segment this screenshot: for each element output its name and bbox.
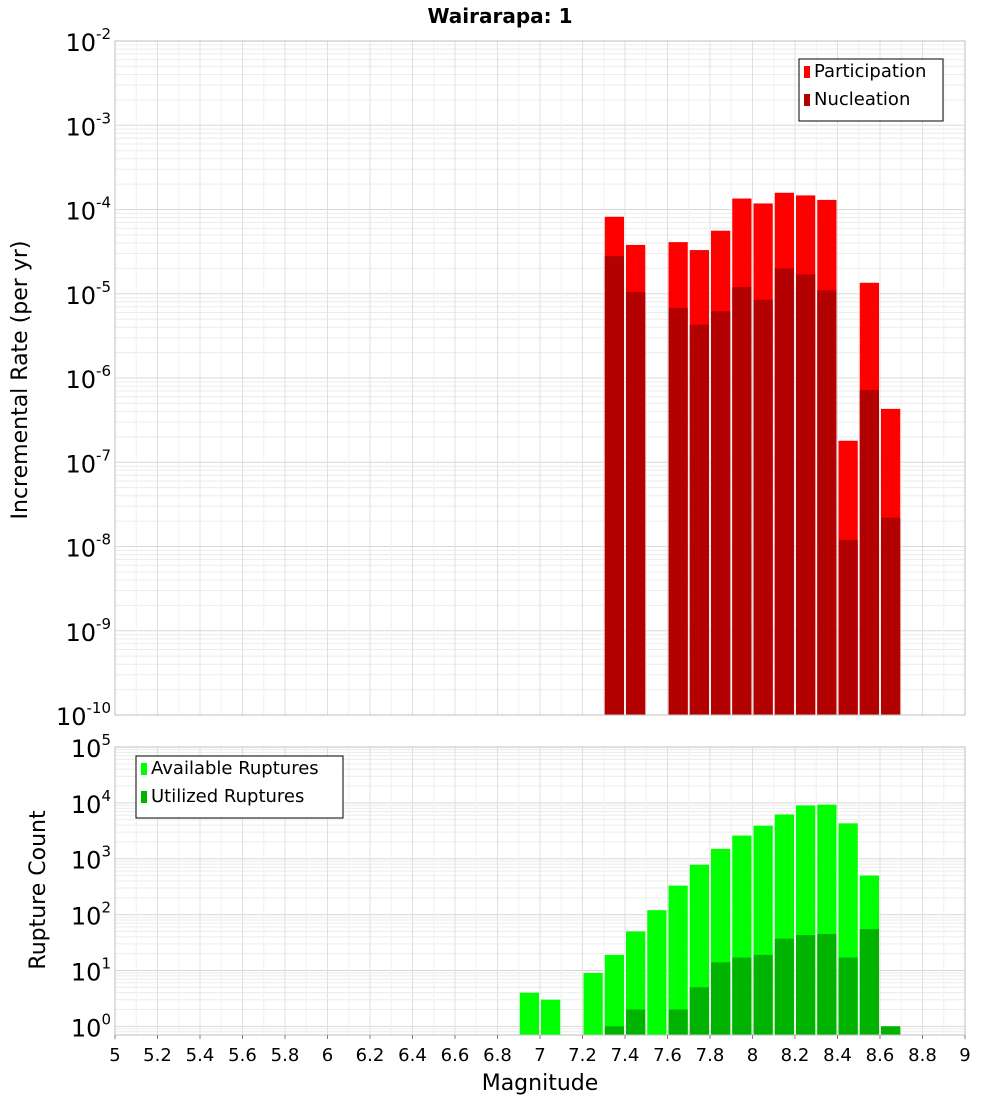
- legend-swatch: [141, 791, 147, 803]
- bar-secondary: [626, 1009, 646, 1035]
- legend-swatch: [141, 763, 147, 775]
- y-tick-label: 10-8: [65, 531, 111, 563]
- x-tick-label: 7.2: [568, 1045, 597, 1066]
- x-tick-label: 8: [747, 1045, 758, 1066]
- x-tick-label: 7: [534, 1045, 545, 1066]
- x-tick-label: 6.2: [356, 1045, 385, 1066]
- x-tick-label: 6.4: [398, 1045, 427, 1066]
- rupture-count-panel: 100 101 102 103 104 105 5 5.2 5.4 5.6 5.8 6 6.2 6.4 6.…: [71, 731, 971, 1066]
- bar-secondary: [817, 933, 837, 1035]
- x-tick-label: 6: [322, 1045, 333, 1066]
- y-tick-label: 10-7: [65, 446, 111, 478]
- bar-secondary: [668, 307, 688, 715]
- bars: [604, 192, 901, 716]
- y-tick-label: 101: [71, 954, 111, 986]
- plot-frame: [114, 40, 966, 716]
- y-tick-label: 10-4: [65, 194, 111, 226]
- bar-secondary: [859, 390, 879, 715]
- y-tick-label: 10-6: [65, 362, 111, 394]
- bar-secondary: [838, 539, 858, 715]
- y-tick-label: 10-10: [56, 699, 111, 731]
- legend: Participation Nucleation: [798, 58, 944, 122]
- bar-secondary: [689, 324, 709, 715]
- bar-secondary: [796, 935, 816, 1035]
- bar-primary: [647, 910, 667, 1035]
- bar-secondary: [774, 268, 794, 715]
- bar-secondary: [711, 962, 731, 1035]
- x-tick-label: 8.2: [781, 1045, 810, 1066]
- chart-title: Wairarapa: 1: [427, 4, 572, 28]
- y-tick-labels: 100 101 102 103 104 105: [71, 731, 111, 1042]
- x-tick-label: 7.8: [696, 1045, 725, 1066]
- bar-secondary: [838, 957, 858, 1035]
- bar-secondary: [859, 929, 879, 1035]
- y-tick-label: 10-5: [65, 278, 111, 310]
- bar-secondary: [689, 987, 709, 1035]
- x-axis-label: Magnitude: [482, 1071, 599, 1096]
- x-tick-label: 5.6: [228, 1045, 257, 1066]
- legend-box: [798, 58, 944, 122]
- x-tick-label: 6.8: [483, 1045, 512, 1066]
- y-tick-label: 103: [71, 843, 111, 875]
- x-tick-label: 9: [959, 1045, 970, 1066]
- bar-primary: [541, 999, 561, 1035]
- bar-secondary: [604, 1026, 624, 1035]
- legend-label: Available Ruptures: [151, 758, 319, 779]
- x-tick-label: 8.8: [908, 1045, 937, 1066]
- y-tick-label: 104: [71, 787, 111, 819]
- bottom-y-axis-label: Rupture Count: [26, 810, 51, 970]
- bar-secondary: [753, 954, 773, 1035]
- bar-secondary: [732, 287, 752, 715]
- top-y-axis-label: Incremental Rate (per yr): [8, 241, 33, 520]
- bar-primary: [626, 931, 646, 1035]
- rate-panel: 10-10 10-9 10-8 10-7 10-6 10-5 10-4 10-3 10-2 Par…: [56, 25, 966, 731]
- y-tick-label: 102: [71, 899, 111, 931]
- bar-secondary: [732, 957, 752, 1035]
- bar-primary: [583, 973, 603, 1035]
- bar-secondary: [626, 291, 646, 715]
- legend-label: Nucleation: [814, 89, 910, 110]
- x-tick-label: 8.4: [823, 1045, 852, 1066]
- bar-primary: [668, 885, 688, 1035]
- x-tick-label: 8.6: [866, 1045, 895, 1066]
- bar-secondary: [881, 517, 901, 715]
- y-tick-labels: 10-10 10-9 10-8 10-7 10-6 10-5 10-4 10-3 10-2: [56, 25, 111, 731]
- y-tick-label: 100: [71, 1010, 111, 1042]
- y-tick-label: 105: [71, 731, 111, 763]
- bar-secondary: [753, 299, 773, 715]
- legend-box: [135, 755, 344, 819]
- bar-secondary: [604, 256, 624, 715]
- x-tick-label: 5: [109, 1045, 120, 1066]
- legend-label: Participation: [814, 61, 926, 82]
- legend-swatch: [804, 94, 810, 106]
- bar-secondary: [711, 311, 731, 715]
- bar-secondary: [881, 1026, 901, 1035]
- bars: [519, 804, 901, 1035]
- y-tick-label: 10-3: [65, 109, 111, 141]
- bar-secondary: [817, 290, 837, 715]
- x-tick-label: 5.4: [186, 1045, 215, 1066]
- bar-secondary: [668, 1009, 688, 1035]
- bar-secondary: [774, 938, 794, 1035]
- grid: [114, 41, 966, 716]
- legend-swatch: [804, 66, 810, 78]
- legend-label: Utilized Ruptures: [151, 786, 304, 807]
- x-tick-label: 5.2: [143, 1045, 172, 1066]
- y-tick-label: 10-2: [65, 25, 111, 57]
- bar-secondary: [796, 274, 816, 715]
- x-tick-labels: 5 5.2 5.4 5.6 5.8 6 6.2 6.4 6.6 6.8 7 7.2 7.4 7.6 7.8 8…: [109, 1035, 971, 1066]
- x-tick-label: 6.6: [441, 1045, 470, 1066]
- x-tick-label: 7.4: [611, 1045, 640, 1066]
- bar-primary: [519, 992, 539, 1035]
- x-tick-label: 5.8: [271, 1045, 300, 1066]
- x-tick-label: 7.6: [653, 1045, 682, 1066]
- bar-primary: [604, 954, 624, 1035]
- legend: Available Ruptures Utilized Ruptures: [135, 755, 344, 819]
- y-tick-label: 10-9: [65, 615, 111, 647]
